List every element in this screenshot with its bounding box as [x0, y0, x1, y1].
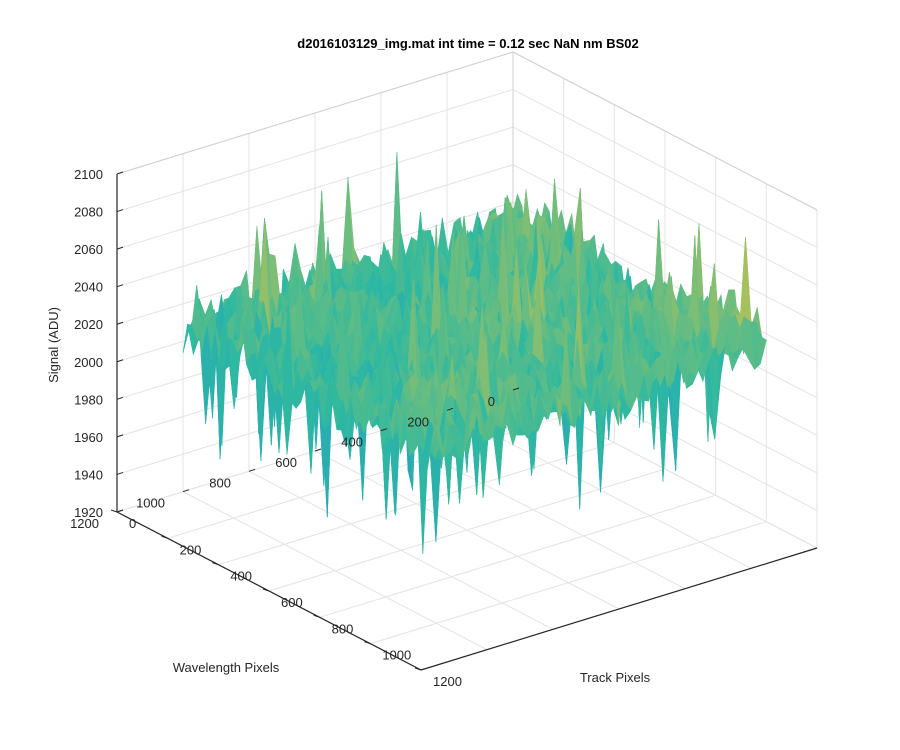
- x-tick-label: 400: [230, 569, 252, 584]
- y-tick-mark: [116, 509, 124, 513]
- z-tick-label: 2060: [74, 242, 103, 257]
- box-edge: [116, 51, 514, 175]
- y-tick-mark: [314, 448, 322, 452]
- x-axis-line: [420, 547, 818, 671]
- y-tick-label: 1200: [70, 516, 99, 531]
- y-tick-mark: [446, 407, 454, 411]
- z-tick-mark: [116, 321, 124, 325]
- x-tick-label: 1000: [382, 648, 411, 663]
- x-tick-mark: [364, 641, 371, 645]
- x-tick-mark: [212, 562, 219, 566]
- z-tick-mark: [116, 359, 124, 363]
- z-tick-mark: [116, 434, 124, 438]
- z-axis-label: Signal (ADU): [46, 307, 61, 383]
- z-axis-ticks: 1920 1940 1960 1980 2000 2020 2040 2060 2080 2100: [74, 167, 124, 520]
- z-tick-mark: [116, 396, 124, 400]
- grid-line-x-floor: [319, 494, 716, 618]
- z-tick-mark: [116, 171, 124, 175]
- grid-line-x-floor: [218, 442, 615, 566]
- y-tick-mark: [182, 489, 190, 493]
- y-axis-label: Wavelength Pixels: [173, 660, 280, 675]
- x-tick-label: 1200: [433, 674, 462, 689]
- z-tick-label: 1960: [74, 430, 103, 445]
- x-tick-mark: [262, 588, 270, 592]
- z-tick-label: 2000: [74, 355, 103, 370]
- y-tick-label: 200: [407, 414, 429, 429]
- z-tick-label: 1940: [74, 467, 103, 482]
- x-tick-mark: [313, 614, 320, 618]
- z-tick-label: 2100: [74, 167, 103, 182]
- x-tick-label: 200: [180, 542, 202, 557]
- z-tick-mark: [116, 209, 124, 213]
- y-tick-mark: [248, 468, 256, 472]
- surface-plot: [182, 152, 767, 554]
- z-tick-label: 1920: [74, 505, 103, 520]
- chart-title: d2016103129_img.mat int time = 0.12 sec …: [297, 36, 638, 51]
- x-tick-label: 0: [129, 516, 136, 531]
- z-tick-label: 2040: [74, 280, 103, 295]
- x-tick-label: 600: [281, 595, 303, 610]
- z-tick-label: 2020: [74, 317, 103, 332]
- y-tick-label: 800: [209, 475, 231, 490]
- y-axis-ticks: 0 200 400 600 800 1000 1200: [70, 387, 520, 531]
- surface-patch: [431, 417, 443, 454]
- z-tick-label: 2080: [74, 205, 103, 220]
- box-edge: [512, 51, 818, 211]
- z-tick-mark: [116, 246, 124, 250]
- y-tick-label: 1000: [136, 496, 165, 511]
- y-tick-mark: [380, 428, 388, 432]
- grid-line-x-floor: [370, 521, 767, 645]
- x-tick-mark: [110, 509, 118, 513]
- x-axis-ticks: 0 200 400 600 800 1000 1200: [110, 509, 462, 689]
- y-tick-label: 400: [341, 435, 363, 450]
- y-tick-label: 0: [488, 394, 495, 409]
- z-tick-label: 1980: [74, 392, 103, 407]
- grid-line-x-floor: [268, 468, 666, 592]
- y-tick-mark: [512, 387, 520, 391]
- x-tick-mark: [161, 535, 168, 539]
- x-tick-mark: [414, 667, 422, 671]
- x-axis-label: Track Pixels: [580, 670, 651, 685]
- x-tick-label: 800: [332, 621, 354, 636]
- z-tick-mark: [116, 471, 124, 475]
- z-tick-mark: [116, 284, 124, 288]
- y-tick-label: 600: [275, 455, 297, 470]
